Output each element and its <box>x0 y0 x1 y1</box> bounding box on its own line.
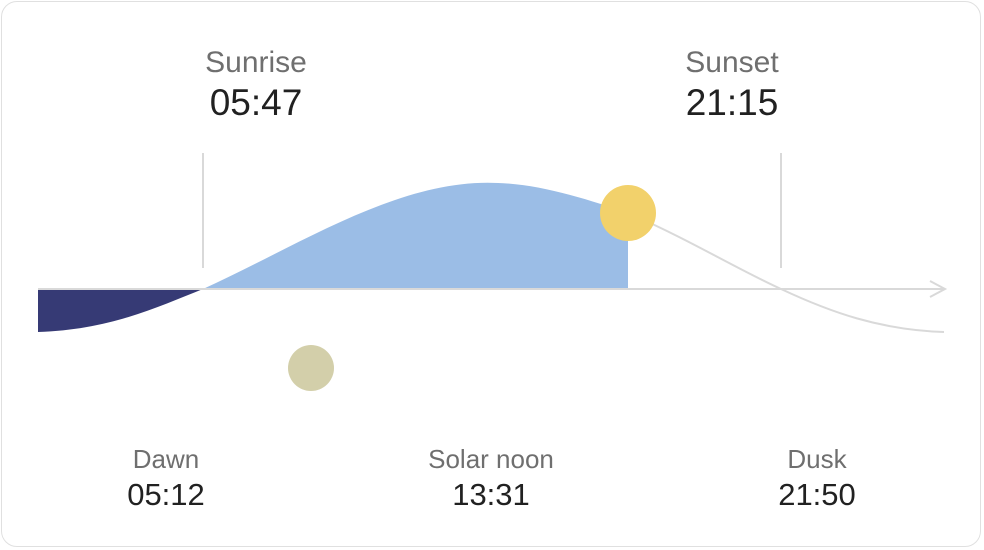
dusk-block: Dusk 21:50 <box>717 446 917 510</box>
dawn-label: Dawn <box>132 444 200 474</box>
sunset-time: 21:15 <box>685 82 779 123</box>
solar-noon-time: 13:31 <box>452 477 530 512</box>
sunset-label: Sunset <box>685 46 779 79</box>
arrow-right-icon <box>929 280 948 298</box>
dusk-time: 21:50 <box>778 477 856 512</box>
moon-icon <box>288 345 334 391</box>
day-area <box>203 182 628 289</box>
sunrise-time: 05:47 <box>209 82 303 123</box>
sunset-block: Sunset 21:15 <box>632 46 832 123</box>
solar-noon-block: Solar noon 13:31 <box>391 446 591 510</box>
solar-noon-label: Solar noon <box>428 444 554 474</box>
sunrise-block: Sunrise 05:47 <box>156 46 356 123</box>
dusk-label: Dusk <box>787 444 847 474</box>
dawn-block: Dawn 05:12 <box>66 446 266 510</box>
night-area <box>38 289 203 332</box>
sun-icon <box>600 185 656 241</box>
dawn-time: 05:12 <box>127 477 205 512</box>
sun-path-curve <box>627 212 945 333</box>
sunrise-label: Sunrise <box>205 46 307 79</box>
